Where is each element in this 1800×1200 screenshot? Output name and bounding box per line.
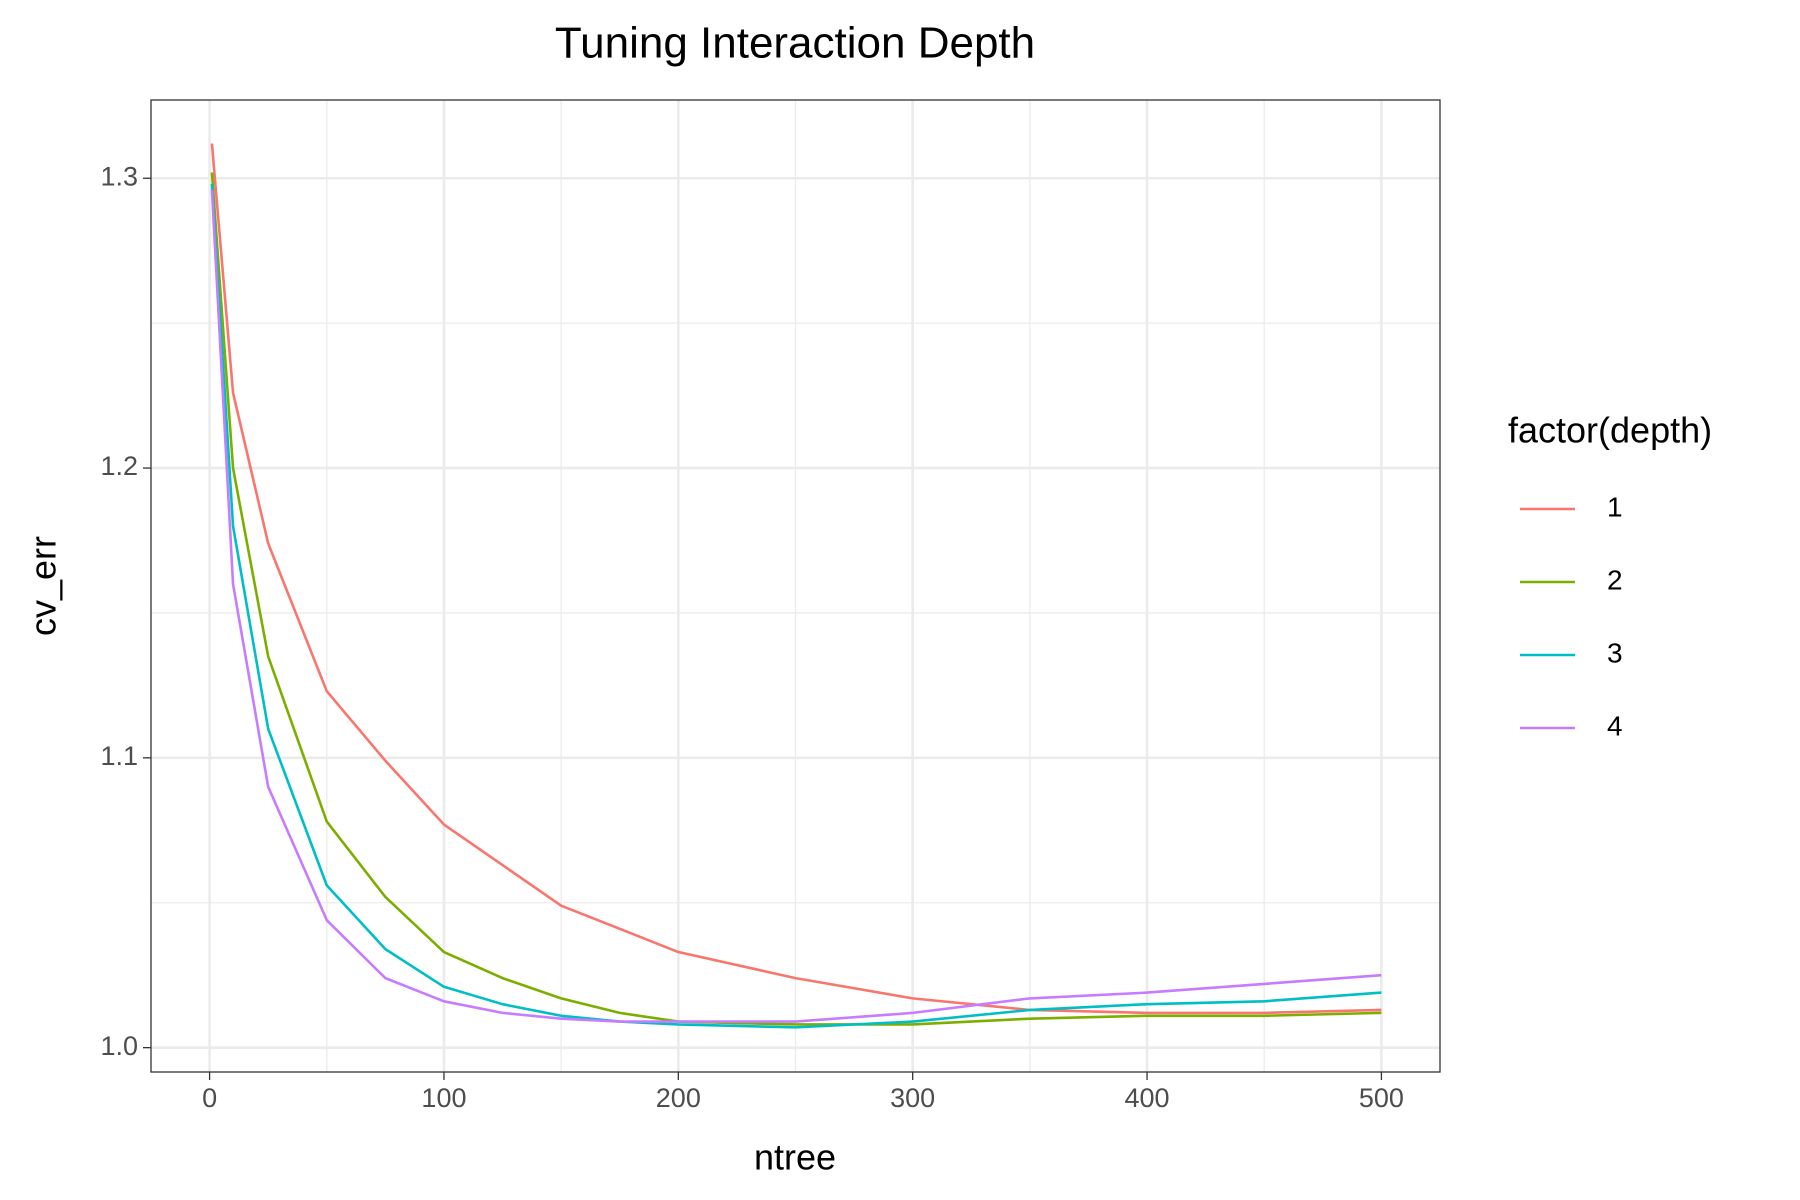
y-tick-label: 1.1: [100, 741, 138, 771]
panel-border: [150, 99, 1441, 1073]
series-line: [210, 172, 1382, 1026]
y-tick-label: 1.3: [100, 161, 138, 191]
legend-label: 3: [1607, 637, 1623, 668]
x-axis-label: ntree: [754, 1137, 836, 1178]
x-tick-label: 500: [1359, 1083, 1404, 1113]
legend-label: 2: [1607, 564, 1623, 595]
x-tick-label: 400: [1125, 1083, 1170, 1113]
legend-title: factor(depth): [1508, 410, 1712, 451]
series-line: [210, 189, 1382, 1023]
x-tick-label: 200: [656, 1083, 701, 1113]
chart-title: Tuning Interaction Depth: [555, 19, 1035, 68]
x-tick-label: 100: [421, 1083, 466, 1113]
x-tick-label: 0: [202, 1083, 217, 1113]
x-tick-label: 300: [890, 1083, 935, 1113]
legend-label: 4: [1607, 710, 1623, 741]
y-tick-label: 1.0: [100, 1031, 138, 1061]
legend-label: 1: [1607, 491, 1623, 522]
series-line: [210, 143, 1382, 1015]
y-axis-label: cv_err: [23, 536, 64, 636]
y-tick-label: 1.2: [100, 451, 138, 481]
series-line: [210, 183, 1382, 1029]
